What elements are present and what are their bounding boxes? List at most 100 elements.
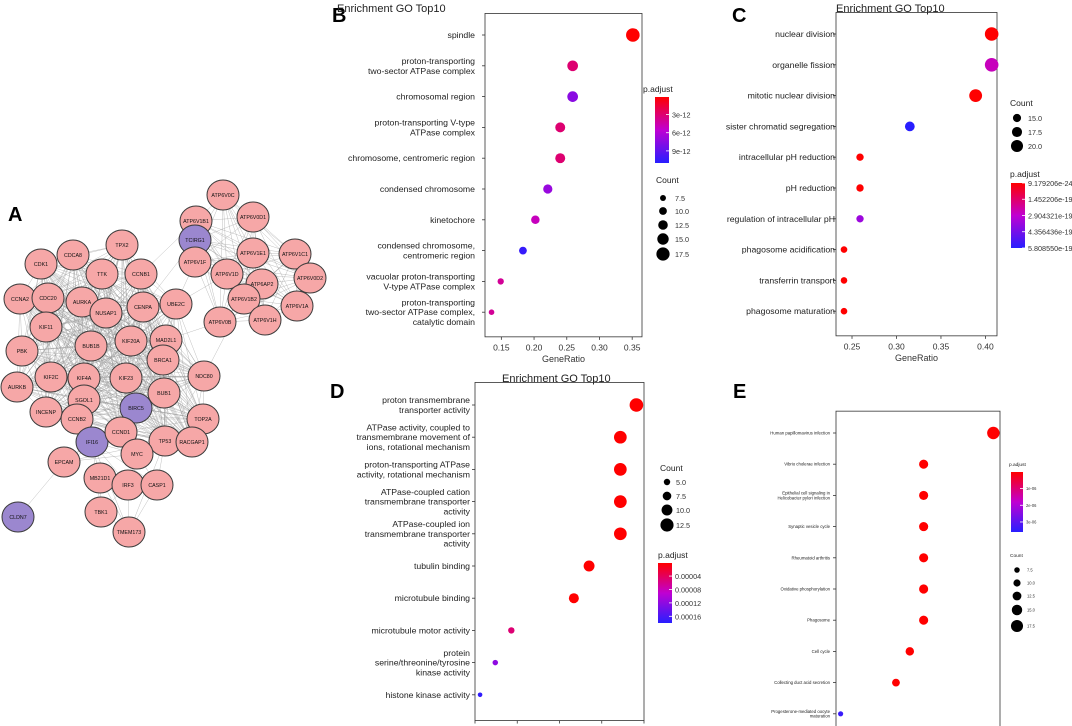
network-node-ndc80[interactable]: NDC80: [187, 360, 221, 392]
network-node-atp6v0d1[interactable]: ATP6V0D1: [236, 201, 270, 233]
network-node-atp6v0b[interactable]: ATP6V0B: [203, 306, 237, 338]
data-point[interactable]: [919, 490, 929, 500]
network-node-atp6v1h[interactable]: ATP6V1H: [248, 304, 282, 336]
network-node-cdk1[interactable]: CDK1: [24, 248, 58, 280]
data-point[interactable]: [497, 278, 504, 285]
category-label: sister chromatid segregation: [726, 121, 835, 131]
data-point[interactable]: [919, 459, 929, 469]
network-node-epcam[interactable]: EPCAM: [47, 446, 81, 478]
data-point[interactable]: [626, 28, 640, 42]
network-node-kif2c[interactable]: KIF2C: [34, 361, 68, 393]
data-point[interactable]: [919, 615, 929, 625]
network-node-cdc20[interactable]: CDC20: [31, 282, 65, 314]
network-node-incenp[interactable]: INCENP: [29, 396, 63, 428]
network-node-ifi16[interactable]: IFI16: [75, 426, 109, 458]
network-node-brca1[interactable]: BRCA1: [146, 344, 180, 376]
network-node-tpx2[interactable]: TPX2: [105, 229, 139, 261]
network-node-label: CCNA2: [11, 297, 29, 303]
network-node-bub1[interactable]: BUB1: [147, 377, 181, 409]
network-node-atp6v1b2[interactable]: ATP6V1B2: [227, 283, 261, 315]
data-point[interactable]: [838, 711, 844, 717]
data-point[interactable]: [519, 246, 527, 255]
data-point[interactable]: [892, 678, 900, 687]
data-point[interactable]: [613, 463, 627, 476]
data-point[interactable]: [555, 153, 566, 164]
data-point[interactable]: [531, 215, 540, 225]
data-point[interactable]: [840, 307, 848, 315]
network-node-atp6v1c1[interactable]: ATP6V1C1: [278, 238, 312, 270]
data-point[interactable]: [919, 553, 929, 563]
data-point[interactable]: [613, 527, 627, 541]
network-node-label: KIF11: [39, 325, 53, 331]
data-point[interactable]: [567, 91, 579, 102]
network-node-label: CDK1: [34, 262, 48, 268]
data-point[interactable]: [840, 277, 848, 284]
network-edge: [21, 306, 144, 352]
network-node-atp6v0d2[interactable]: ATP6V0D2: [293, 262, 327, 294]
network-node-ccnd1[interactable]: CCND1: [104, 416, 138, 448]
color-legend-label: 2e-06: [1026, 503, 1037, 508]
network-node-tmem173[interactable]: TMEM173: [112, 516, 146, 548]
network-node-myc[interactable]: MYC: [120, 438, 154, 470]
data-point[interactable]: [904, 121, 915, 132]
data-point[interactable]: [613, 495, 627, 508]
data-point[interactable]: [488, 309, 495, 316]
network-node-atp6v1e1[interactable]: ATP6V1E1: [236, 237, 270, 269]
data-point[interactable]: [856, 184, 864, 192]
network-node-kif11[interactable]: KIF11: [29, 311, 63, 343]
network-node-ttk[interactable]: TTK: [85, 258, 119, 290]
data-point[interactable]: [969, 89, 983, 103]
data-point[interactable]: [984, 58, 999, 72]
network-node-atp6v1a[interactable]: ATP6V1A: [280, 290, 314, 322]
category-label: ATPase-coupled ion transmembrane transpor…: [365, 519, 471, 549]
data-point[interactable]: [856, 215, 864, 223]
network-node-racgap1[interactable]: RACGAP1: [175, 426, 209, 458]
data-point[interactable]: [919, 522, 929, 532]
network-node-birc5[interactable]: BIRC5: [119, 392, 153, 424]
network-node-cldn7[interactable]: CLDN7: [1, 501, 35, 533]
data-point[interactable]: [555, 122, 566, 133]
size-legend-dot: [1014, 567, 1020, 573]
data-point[interactable]: [613, 430, 627, 444]
network-node-cenpa[interactable]: CENPA: [126, 291, 160, 323]
data-point[interactable]: [987, 426, 1000, 440]
network-node-circle: [119, 392, 153, 424]
network-node-atp6v1f[interactable]: ATP6V1F: [178, 246, 212, 278]
data-point[interactable]: [477, 692, 483, 698]
network-node-tbk1[interactable]: TBK1: [84, 496, 118, 528]
network-node-ccnb1[interactable]: CCNB1: [124, 258, 158, 290]
network-edge: [140, 273, 205, 377]
data-point[interactable]: [508, 627, 515, 634]
data-point[interactable]: [905, 647, 915, 656]
network-node-bub1b[interactable]: BUB1B: [74, 330, 108, 362]
network-node-nusap1[interactable]: NUSAP1: [89, 297, 123, 329]
data-point[interactable]: [919, 584, 929, 594]
data-point[interactable]: [856, 153, 864, 161]
data-point[interactable]: [629, 398, 644, 412]
network-node-ube2c[interactable]: UBE2C: [159, 288, 193, 320]
network-node-label: NUSAP1: [95, 311, 116, 317]
network-node-atp6v1d[interactable]: ATP6V1D: [210, 258, 244, 290]
network-node-label: ATP6V0C: [211, 193, 234, 199]
network-node-mb21d1[interactable]: MB21D1: [83, 462, 117, 494]
data-point[interactable]: [568, 593, 579, 604]
network-node-irf3[interactable]: IRF3: [111, 469, 145, 501]
network-node-kif23[interactable]: KIF23: [109, 362, 143, 394]
network-node-casp1[interactable]: CASP1: [140, 469, 174, 501]
network-node-atp6v0c[interactable]: ATP6V0C: [206, 179, 240, 211]
data-point[interactable]: [984, 27, 999, 41]
data-point[interactable]: [840, 246, 848, 253]
network-node-ccna2[interactable]: CCNA2: [3, 283, 37, 315]
network-node-kif20a[interactable]: KIF20A: [114, 325, 148, 357]
network-node-cdca8[interactable]: CDCA8: [56, 239, 90, 271]
data-point[interactable]: [492, 659, 499, 666]
data-point[interactable]: [583, 560, 595, 572]
network-node-aurkb[interactable]: AURKB: [0, 371, 34, 403]
color-legend-label: 4.356436e-19: [1028, 228, 1072, 237]
data-point[interactable]: [567, 60, 579, 72]
network-node-pbk[interactable]: PBK: [5, 335, 39, 367]
network-node-ccnb2[interactable]: CCNB2: [60, 403, 94, 435]
network-node-label: NDC80: [195, 374, 212, 380]
data-point[interactable]: [543, 184, 553, 194]
network-edge: [194, 239, 298, 307]
